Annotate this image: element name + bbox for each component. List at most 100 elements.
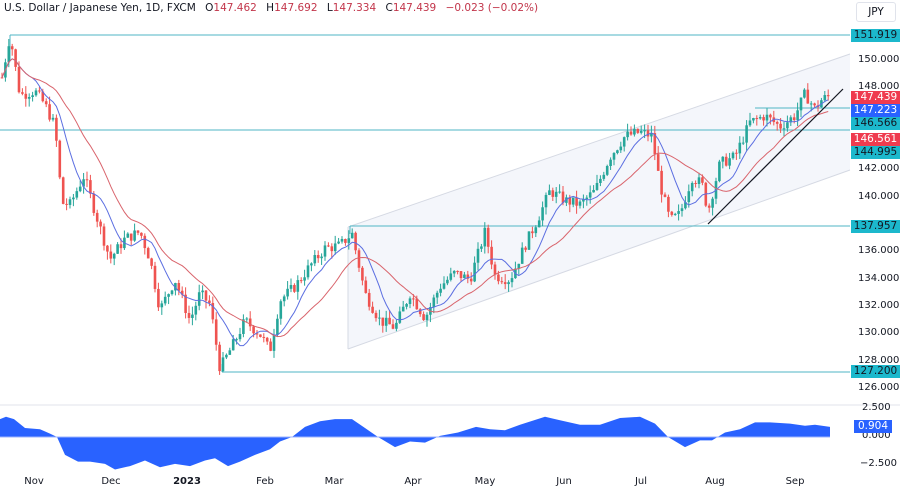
candle-body [442, 283, 446, 289]
candle-body [435, 292, 439, 298]
candle-body [507, 282, 510, 285]
candle-body [425, 314, 429, 321]
candle-body [823, 95, 827, 101]
candle-body [738, 142, 742, 154]
candle-body [748, 120, 752, 126]
candle-body [792, 117, 796, 121]
candle-body [24, 93, 28, 99]
candle-body [486, 227, 490, 247]
candle-body [643, 130, 646, 132]
candle-body [782, 128, 786, 130]
candle-body [0, 77, 4, 79]
price-axis-tick: 140.000 [858, 190, 900, 202]
candle-body [650, 133, 653, 137]
open-value: 147.462 [213, 2, 257, 14]
candle-body [762, 117, 765, 121]
candle-body [826, 95, 830, 97]
candle-body [279, 301, 283, 319]
candle-body [449, 273, 453, 280]
price-tag: 127.200 [851, 365, 900, 378]
candle-body [269, 341, 272, 351]
candle-body [289, 285, 293, 289]
candle-body [612, 153, 616, 160]
candle-body [452, 270, 456, 274]
candle-body [500, 281, 504, 283]
candle-body [58, 140, 62, 178]
candle-body [432, 297, 436, 308]
candle-body [775, 122, 779, 124]
candle-body [371, 306, 374, 313]
candle-body [231, 339, 235, 351]
channel-lower-line [347, 169, 851, 350]
candle-body [333, 243, 337, 252]
candle-body [143, 235, 147, 249]
candle-body [265, 337, 269, 342]
candle-body [803, 89, 806, 98]
candle-body [520, 247, 524, 264]
candle-body [493, 264, 497, 275]
candle-body [218, 344, 221, 372]
time-axis-label: Feb [256, 476, 274, 487]
candle-body [796, 110, 799, 121]
candle-body [636, 128, 640, 133]
candle-body [364, 280, 368, 293]
candle-body [51, 117, 55, 120]
candle-body [197, 292, 201, 306]
change-value: −0.023 (−0.02%) [445, 2, 539, 14]
candle-body [48, 104, 51, 120]
candle-body [395, 322, 398, 329]
candle-body [350, 232, 354, 239]
candle-body [129, 233, 133, 241]
candle-body [422, 314, 425, 321]
candle-body [102, 226, 106, 246]
close-value: 147.439 [392, 2, 437, 14]
candle-body [459, 271, 463, 279]
price-axis-tick: 142.000 [858, 163, 900, 175]
candle-body [476, 248, 480, 263]
candle-body [228, 350, 232, 355]
price-tag: 147.439 [851, 91, 900, 104]
candle-body [72, 197, 75, 200]
candle-body [765, 114, 769, 121]
candle-body [330, 246, 334, 252]
oscillator-area [0, 416, 830, 470]
candle-body [599, 178, 602, 183]
candle-body [497, 274, 500, 282]
candle-body [391, 324, 395, 329]
candle-body [119, 244, 123, 249]
candle-body [384, 317, 388, 326]
price-tag: 147.223 [851, 104, 900, 117]
candle-body [112, 253, 116, 259]
time-axis-label: Jul [634, 476, 648, 487]
candle-body [85, 179, 89, 181]
candle-body [310, 263, 313, 266]
candle-body [622, 137, 626, 147]
candle-body [680, 208, 684, 212]
candle-body [225, 354, 228, 358]
candle-body [10, 46, 14, 50]
candle-body [554, 191, 558, 197]
price-axis-tick: 134.000 [858, 272, 900, 284]
candle-body [160, 303, 164, 308]
candle-body [602, 174, 606, 179]
candle-body [541, 207, 544, 221]
candle-body [527, 231, 531, 250]
candle-body [687, 191, 691, 203]
candle-body [21, 92, 24, 94]
oscillator-axis-tick: −2.500 [860, 458, 898, 469]
candle-body [629, 131, 633, 135]
candle-body [806, 89, 810, 104]
candle-body [337, 241, 340, 244]
candle-body [809, 103, 813, 105]
currency-button[interactable]: JPY [856, 2, 896, 22]
candle-body [728, 158, 731, 166]
candle-body [758, 117, 762, 119]
candle-body [731, 152, 735, 159]
candle-body [741, 142, 745, 144]
symbol-title: U.S. Dollar / Japanese Yen, 1D, FXCM [4, 2, 196, 14]
candle-body [463, 274, 466, 279]
candle-body [221, 357, 225, 372]
candle-body [204, 290, 208, 301]
candle-body [82, 179, 85, 187]
